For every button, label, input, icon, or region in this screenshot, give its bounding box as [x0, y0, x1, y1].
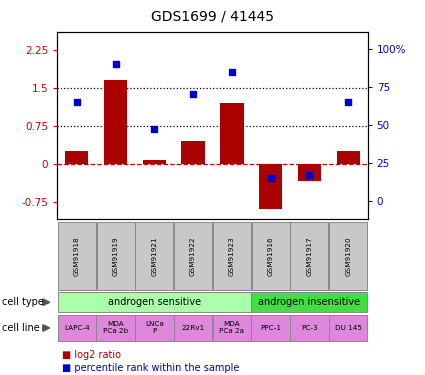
Text: MDA
PCa 2b: MDA PCa 2b — [103, 321, 128, 334]
Text: androgen sensitive: androgen sensitive — [108, 297, 201, 307]
Text: MDA
PCa 2a: MDA PCa 2a — [219, 321, 244, 334]
Bar — [329, 222, 367, 290]
Text: PC-3: PC-3 — [301, 325, 318, 331]
Bar — [213, 222, 251, 290]
Bar — [298, 164, 321, 182]
Text: 22Rv1: 22Rv1 — [181, 325, 205, 331]
Bar — [96, 315, 135, 341]
Text: ■ log2 ratio: ■ log2 ratio — [62, 351, 121, 360]
Bar — [58, 222, 96, 290]
Text: cell type: cell type — [2, 297, 44, 307]
Text: GSM91917: GSM91917 — [306, 236, 312, 276]
Bar — [65, 151, 88, 164]
Text: GDS1699 / 41445: GDS1699 / 41445 — [151, 9, 274, 23]
Bar — [252, 292, 368, 312]
Bar — [337, 151, 360, 164]
Bar — [174, 222, 212, 290]
Bar — [259, 164, 282, 209]
Bar — [181, 141, 205, 164]
Bar — [135, 315, 173, 341]
Bar — [212, 315, 251, 341]
Text: LNCa
P: LNCa P — [145, 321, 164, 334]
Bar — [135, 222, 173, 290]
Text: GSM91923: GSM91923 — [229, 236, 235, 276]
Text: DU 145: DU 145 — [335, 325, 362, 331]
Bar — [252, 315, 290, 341]
Bar — [57, 315, 96, 341]
Bar — [220, 103, 244, 164]
Text: androgen insensitive: androgen insensitive — [258, 297, 360, 307]
Text: GSM91920: GSM91920 — [345, 236, 351, 276]
Bar — [329, 315, 368, 341]
Text: GSM91922: GSM91922 — [190, 236, 196, 276]
Bar — [143, 160, 166, 164]
Bar — [290, 315, 329, 341]
Bar — [104, 80, 127, 164]
Bar — [290, 222, 329, 290]
Bar — [252, 222, 290, 290]
Text: LAPC-4: LAPC-4 — [64, 325, 90, 331]
Text: GSM91918: GSM91918 — [74, 236, 80, 276]
Text: GSM91916: GSM91916 — [268, 236, 274, 276]
Bar — [174, 315, 212, 341]
Bar — [57, 292, 251, 312]
Text: GSM91921: GSM91921 — [151, 236, 157, 276]
Text: GSM91919: GSM91919 — [113, 236, 119, 276]
Bar — [96, 222, 135, 290]
Text: PPC-1: PPC-1 — [260, 325, 281, 331]
Text: cell line: cell line — [2, 323, 40, 333]
Text: ■ percentile rank within the sample: ■ percentile rank within the sample — [62, 363, 239, 373]
